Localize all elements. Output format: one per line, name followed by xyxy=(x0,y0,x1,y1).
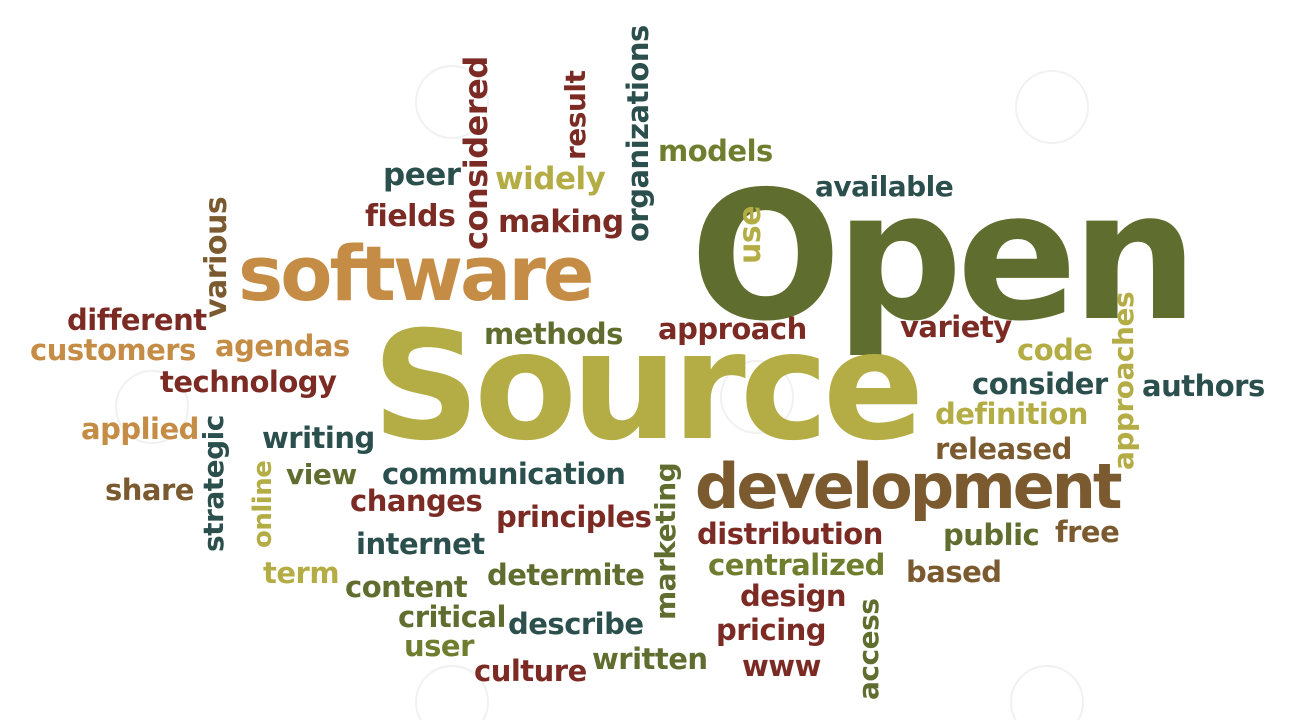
word-changes: changes xyxy=(350,484,483,518)
word-applied: applied xyxy=(81,412,199,446)
watermark-ring-icon xyxy=(1010,665,1084,720)
word-approaches: approaches xyxy=(1107,291,1140,470)
word-user: user xyxy=(404,629,474,663)
word-share: share xyxy=(105,473,194,507)
word-result: result xyxy=(559,70,592,160)
word-agendas: agendas xyxy=(215,329,350,363)
word-determite: determite xyxy=(487,558,645,592)
word-technology: technology xyxy=(160,365,337,399)
word-available: available xyxy=(815,170,954,203)
word-use: use xyxy=(733,205,768,264)
watermark-ring-icon xyxy=(1015,70,1089,144)
word-software: software xyxy=(238,229,594,318)
word-approach: approach xyxy=(658,312,807,346)
word-design: design xyxy=(740,579,847,613)
word-widely: widely xyxy=(495,161,606,197)
word-written: written xyxy=(592,642,708,676)
watermark-ring-icon xyxy=(720,360,794,434)
word-pricing: pricing xyxy=(716,613,827,647)
word-open: Open xyxy=(690,153,1198,360)
word-various: various xyxy=(199,196,234,318)
word-variety: variety xyxy=(900,310,1012,344)
watermark-ring-icon xyxy=(415,65,489,139)
word-customers: customers xyxy=(30,333,196,367)
word-marketing: marketing xyxy=(649,462,682,620)
word-view: view xyxy=(286,458,357,491)
word-content: content xyxy=(345,570,468,604)
word-internet: internet xyxy=(356,527,485,561)
word-considered: considered xyxy=(457,56,495,250)
word-peer: peer xyxy=(383,157,461,193)
word-describe: describe xyxy=(508,607,644,641)
word-code: code xyxy=(1017,333,1093,367)
word-models: models xyxy=(658,134,773,168)
word-organizations: organizations xyxy=(621,25,655,242)
word-term: term xyxy=(263,556,340,590)
word-making: making xyxy=(498,204,624,240)
word-access: access xyxy=(852,598,885,700)
word-consider: consider xyxy=(972,367,1108,401)
word-online: online xyxy=(248,460,278,548)
word-principles: principles xyxy=(496,500,652,534)
word-writing: writing xyxy=(262,421,375,455)
word-strategic: strategic xyxy=(197,415,230,552)
word-communication: communication xyxy=(382,457,626,491)
word-definition: definition xyxy=(935,397,1088,431)
word-released: released xyxy=(935,432,1072,466)
watermark-ring-icon xyxy=(415,665,489,720)
word-development: development xyxy=(695,450,1123,523)
word-www: www xyxy=(742,649,821,683)
word-critical: critical xyxy=(398,600,506,634)
word-distribution: distribution xyxy=(697,517,883,551)
word-based: based xyxy=(906,555,1002,589)
watermark-ring-icon xyxy=(115,370,189,444)
word-culture: culture xyxy=(474,654,587,688)
word-methods: methods xyxy=(484,317,623,351)
word-authors: authors xyxy=(1142,369,1265,403)
word-source: Source xyxy=(372,300,924,474)
word-fields: fields xyxy=(365,199,456,234)
word-public: public xyxy=(943,518,1040,552)
word-centralized: centralized xyxy=(708,548,885,582)
word-different: different xyxy=(67,303,207,337)
word-free: free xyxy=(1055,515,1120,549)
